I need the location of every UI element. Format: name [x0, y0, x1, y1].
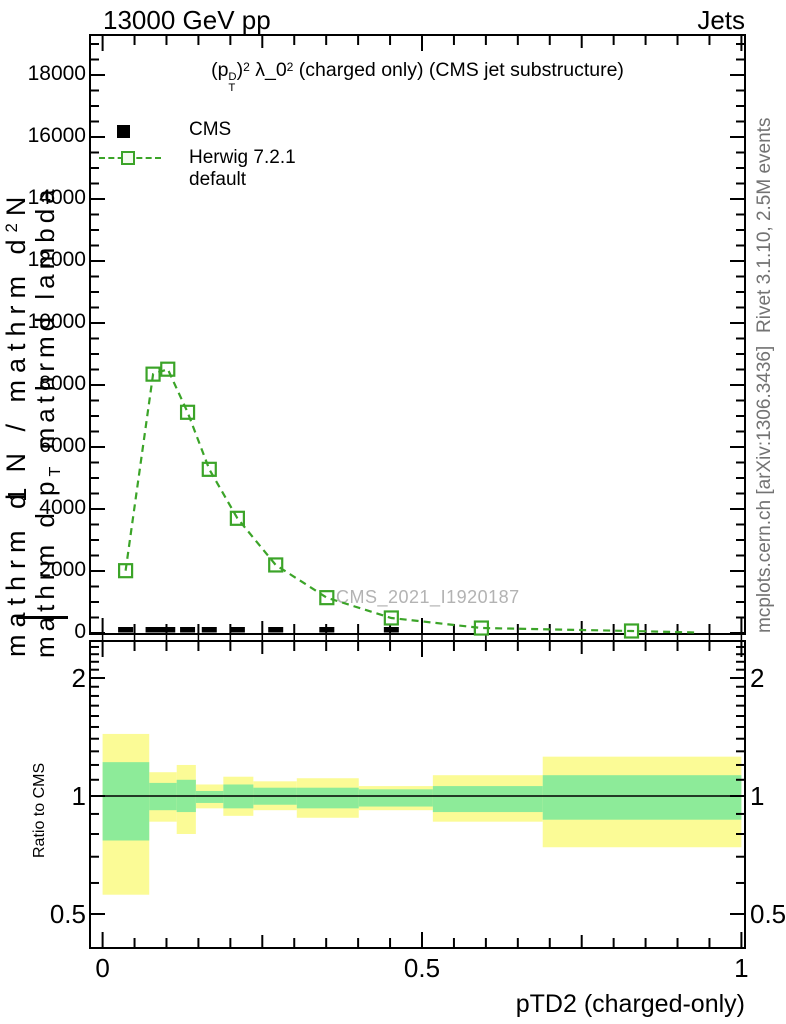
cms-data-marker [268, 627, 284, 633]
watermark-analysis-id: CMS_2021_I1920187 [336, 587, 520, 607]
x-tick-label: 0.5 [403, 953, 441, 983]
ratio-y-tick-label-right: 2 [750, 663, 765, 693]
y-axis-fraction-bar [18, 616, 68, 619]
x-tick-label: 1 [734, 953, 749, 983]
herwig-data-marker [229, 510, 245, 526]
ratio-band-green [296, 787, 359, 809]
legend-label-herwig: Herwig 7.2.1 default [189, 147, 296, 190]
cms-data-marker [319, 627, 335, 633]
herwig-curve [124, 367, 697, 634]
ratio-panel-frame [89, 640, 746, 949]
legend-label-cms: CMS [189, 119, 232, 140]
main-y-tick-label: 14000 [27, 186, 86, 209]
ratio-band-green [358, 789, 433, 807]
cms-data-marker [160, 627, 176, 633]
main-y-tick-label: 6000 [39, 434, 86, 457]
ratio-band-green [432, 786, 543, 813]
herwig-data-marker [268, 557, 284, 573]
plot-title: (p D T)2 λ_02 (charged only) (CMS jet subs… [211, 59, 624, 94]
cms-marker-icon [117, 125, 130, 138]
herwig-data-marker [160, 361, 176, 377]
ratio-y-tick-label-right: 1 [750, 781, 765, 811]
x-tick-label: 0 [95, 953, 110, 983]
herwig-marker-face [320, 591, 334, 605]
ratio-band-green [102, 762, 150, 841]
herwig-marker-icon [121, 151, 135, 165]
header-analysis-group: Jets [697, 5, 745, 35]
herwig-data-marker [145, 366, 161, 382]
header-beam-energy: 13000 GeV pp [103, 5, 271, 35]
ratio-y-tick-label-left: 0.5 [49, 899, 86, 929]
herwig-data-marker [319, 590, 335, 606]
herwig-marker-face [181, 405, 195, 419]
herwig-data-marker [201, 461, 217, 477]
ratio-y-tick-label-left: 1 [71, 781, 86, 811]
herwig-marker-face [161, 362, 175, 376]
main-y-tick-label: 12000 [27, 248, 86, 271]
cms-data-marker [383, 627, 399, 633]
main-y-tick-label: 10000 [27, 310, 86, 333]
cms-data-marker [180, 627, 196, 633]
herwig-data-marker [473, 620, 490, 636]
ratio-y-tick-label-left: 2 [71, 663, 86, 693]
ratio-band-green [195, 790, 224, 803]
main-y-tick-label: 18000 [27, 62, 86, 85]
main-y-tick-label: 2000 [39, 558, 86, 581]
cms-data-marker [201, 627, 217, 633]
herwig-marker-face [474, 621, 488, 635]
legend: CMS Herwig 7.2.1 default [95, 115, 355, 190]
herwig-data-marker [179, 404, 196, 420]
herwig-data-marker [623, 623, 640, 639]
main-y-tick-label: 8000 [39, 372, 86, 395]
ratio-band-green [542, 775, 742, 820]
main-y-tick-label: 0 [74, 620, 86, 643]
main-panel-frame [89, 34, 746, 635]
herwig-data-marker [383, 610, 399, 626]
herwig-marker-face [202, 462, 216, 476]
x-axis-label: pTD2 (charged-only) [515, 990, 745, 1018]
main-y-tick-label: 4000 [39, 496, 86, 519]
main-y-tick-label: 16000 [27, 124, 86, 147]
cms-data-marker [229, 627, 245, 633]
herwig-data-marker [117, 563, 134, 579]
cms-data-marker [118, 627, 134, 633]
cms-data-marker [145, 627, 161, 633]
ratio-y-tick-label-right: 0.5 [750, 899, 786, 929]
